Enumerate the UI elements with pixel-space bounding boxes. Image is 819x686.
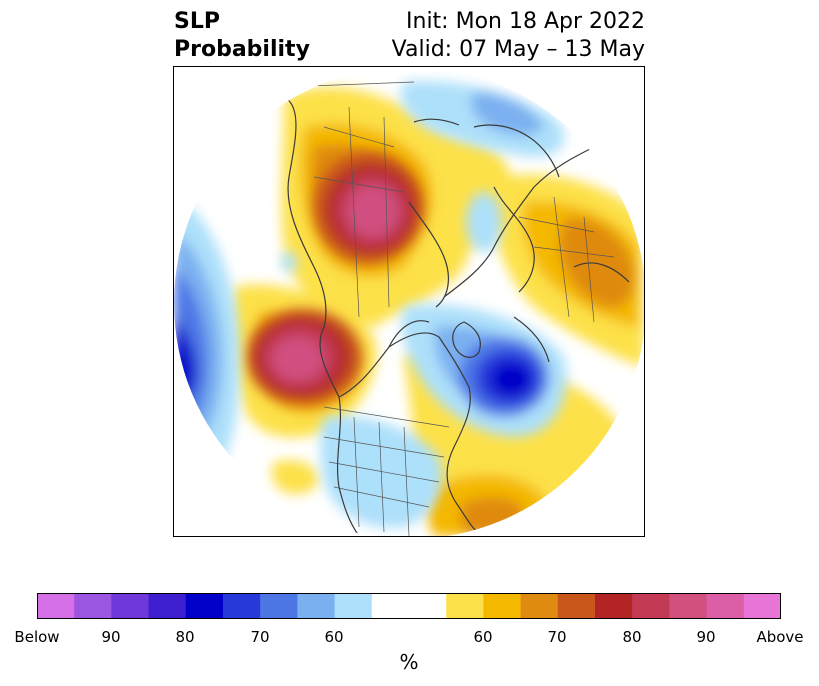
colorbar-swatch (371, 593, 410, 619)
colorbar-swatch (37, 593, 75, 619)
colorbar-unit: % (399, 650, 419, 674)
colorbar-swatch (185, 593, 224, 619)
tick-label-above: Above (756, 628, 804, 646)
colorbar-border (37, 593, 781, 619)
colorbar-swatch (111, 593, 150, 619)
colorbar-swatch (595, 593, 633, 619)
colorbar-swatch (260, 593, 298, 619)
tick-label-above-80: 80 (622, 628, 642, 646)
colorbar-swatch (520, 593, 559, 619)
tick-label-above-90: 90 (696, 628, 716, 646)
colorbar-swatch (743, 593, 781, 619)
colorbar-swatch (74, 593, 112, 619)
tick-label-above-60: 60 (473, 628, 493, 646)
colorbar-swatch (446, 593, 484, 619)
title-block: SLP Probability (174, 8, 310, 64)
tick-label-below: Below (14, 628, 60, 646)
colorbar-swatch (148, 593, 187, 619)
tick-label-below-80: 80 (175, 628, 195, 646)
colorbar-swatch (557, 593, 596, 619)
coastlines (283, 96, 630, 536)
tick-label-above-70: 70 (547, 628, 567, 646)
tick-label-below-60: 60 (324, 628, 344, 646)
tick-label-below-90: 90 (101, 628, 121, 646)
date-block: Init: Mon 18 Apr 2022 Valid: 07 May – 13… (392, 8, 645, 64)
tick-label-below-70: 70 (250, 628, 270, 646)
above-normal-centers (246, 152, 424, 405)
map-panel (173, 66, 645, 537)
init-date: Init: Mon 18 Apr 2022 (406, 9, 645, 34)
title-type: Probability (174, 37, 310, 62)
colorbar-swatch (334, 593, 373, 619)
colorbar-swatch (483, 593, 522, 619)
colorbar-swatch (409, 593, 447, 619)
colorbar-swatch (632, 593, 670, 619)
valid-range: Valid: 07 May – 13 May (391, 37, 645, 62)
title-variable: SLP (174, 9, 220, 34)
colorbar-swatch (706, 593, 745, 619)
colorbar-swatches (37, 593, 781, 619)
borders (283, 81, 615, 536)
colorbar-swatch (669, 593, 708, 619)
probability-map (174, 67, 644, 536)
colorbar-swatch (223, 593, 261, 619)
colorbar-swatch (297, 593, 336, 619)
colorbar (37, 593, 781, 619)
